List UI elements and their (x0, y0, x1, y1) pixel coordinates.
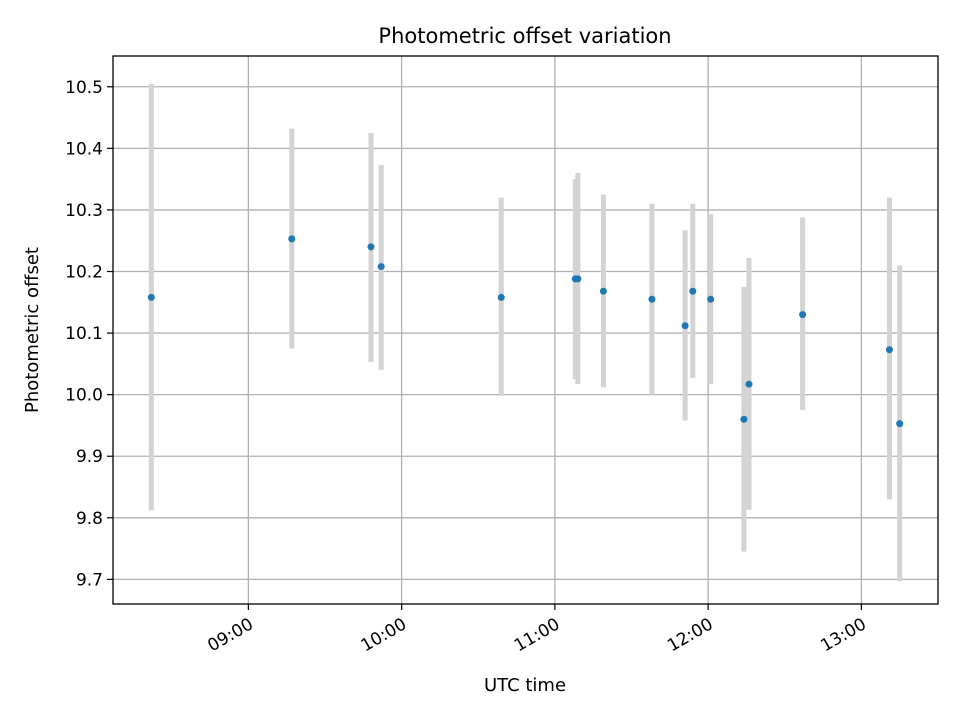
data-point (885, 346, 893, 354)
y-tick-label: 10.4 (65, 139, 103, 159)
data-point (288, 235, 296, 243)
data-point (648, 295, 656, 303)
data-point (147, 293, 155, 301)
y-tick-label: 9.8 (76, 509, 103, 529)
y-tick-label: 9.9 (76, 447, 103, 467)
data-point (745, 380, 753, 388)
y-tick-label: 10.2 (65, 263, 103, 283)
x-axis-label: UTC time (484, 675, 566, 696)
data-point (896, 420, 904, 428)
chart-title: Photometric offset variation (378, 24, 671, 48)
data-point (599, 287, 607, 295)
data-point (574, 275, 582, 283)
y-axis-ticks: 9.7 9.8 9.9 10.0 10.1 10.2 10.3 10.4 10.5 (65, 78, 113, 590)
plot-frame (112, 55, 939, 605)
data-points (147, 235, 904, 428)
data-point (681, 322, 689, 330)
data-point (377, 263, 385, 271)
y-tick-label: 10.0 (65, 386, 103, 406)
y-tick-label: 10.1 (65, 324, 103, 344)
data-point (689, 287, 697, 295)
data-point (707, 295, 715, 303)
y-axis-label: Photometric offset (22, 247, 43, 413)
y-tick-label: 9.7 (76, 570, 103, 590)
data-point (497, 293, 505, 301)
data-point (799, 311, 807, 319)
data-point (367, 243, 375, 251)
data-point (740, 415, 748, 423)
y-tick-label: 10.3 (65, 201, 103, 221)
grid (113, 56, 938, 604)
y-tick-label: 10.5 (65, 78, 103, 98)
